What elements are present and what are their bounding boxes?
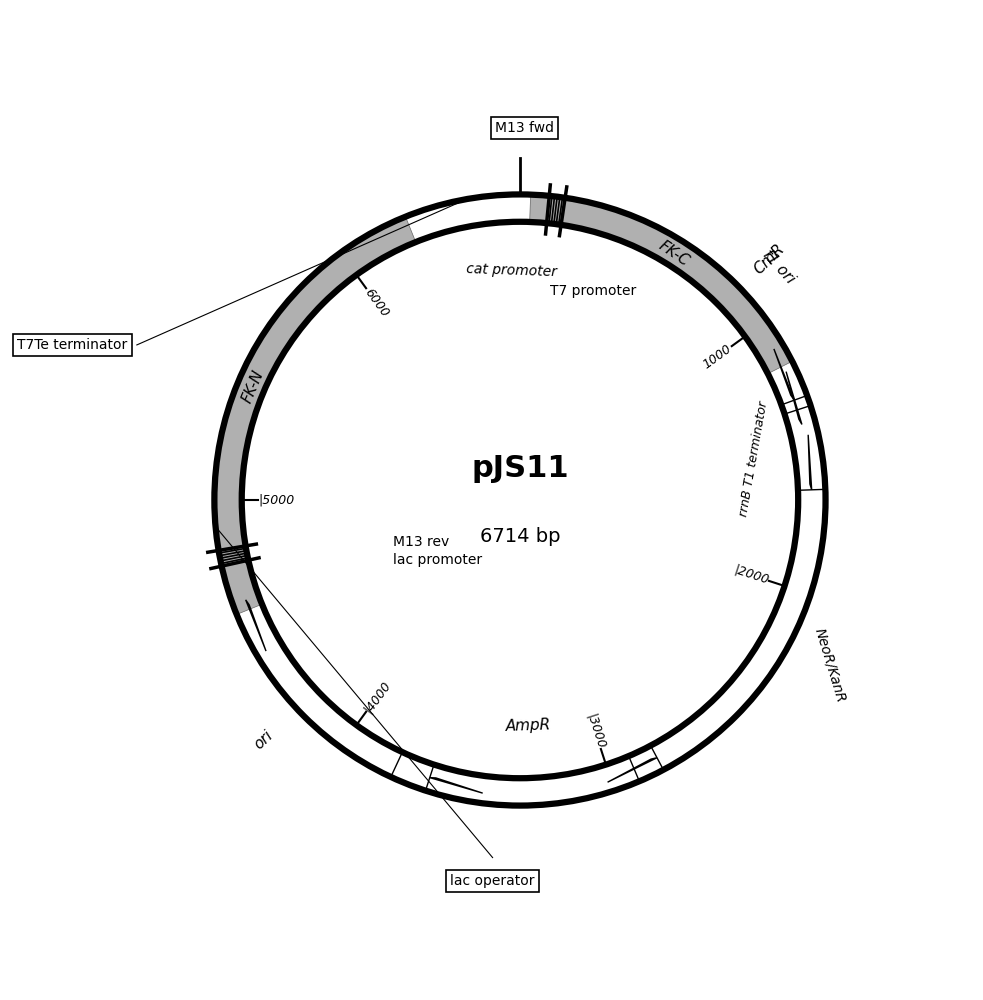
Text: |5000: |5000 — [259, 494, 295, 507]
Text: NeoR/KanR: NeoR/KanR — [812, 626, 848, 704]
Wedge shape — [651, 457, 826, 770]
Wedge shape — [638, 223, 807, 405]
Text: |4000: |4000 — [361, 679, 393, 716]
Text: CmR: CmR — [751, 241, 787, 277]
Wedge shape — [624, 217, 815, 428]
Wedge shape — [233, 595, 402, 777]
Text: |3000: |3000 — [584, 712, 607, 751]
Text: M13 rev
lac promoter: M13 rev lac promoter — [393, 535, 483, 567]
Text: 6000: 6000 — [362, 286, 391, 320]
Wedge shape — [530, 195, 792, 374]
Wedge shape — [214, 217, 416, 614]
Text: pJS11: pJS11 — [471, 454, 569, 483]
Wedge shape — [784, 406, 826, 490]
Polygon shape — [808, 435, 812, 490]
Polygon shape — [430, 778, 483, 793]
Wedge shape — [426, 756, 639, 806]
Text: FK-C: FK-C — [656, 238, 692, 270]
Text: T7Te terminator: T7Te terminator — [18, 338, 128, 352]
Text: AmpR: AmpR — [505, 718, 550, 734]
Polygon shape — [774, 349, 794, 400]
Polygon shape — [607, 758, 657, 782]
Polygon shape — [246, 600, 266, 651]
Text: f1 ori: f1 ori — [760, 247, 798, 287]
Text: 1000: 1000 — [700, 342, 733, 372]
Text: lac operator: lac operator — [450, 874, 535, 888]
Polygon shape — [786, 372, 802, 424]
Text: ori: ori — [251, 727, 275, 752]
Text: |2000: |2000 — [732, 563, 771, 587]
Text: T7 promoter: T7 promoter — [549, 284, 636, 298]
Text: M13 fwd: M13 fwd — [495, 121, 554, 135]
Text: rrnB T1 terminator: rrnB T1 terminator — [737, 400, 770, 517]
Text: cat promoter: cat promoter — [466, 262, 557, 279]
Text: 6714 bp: 6714 bp — [480, 527, 560, 546]
Text: FK-N: FK-N — [240, 368, 266, 405]
